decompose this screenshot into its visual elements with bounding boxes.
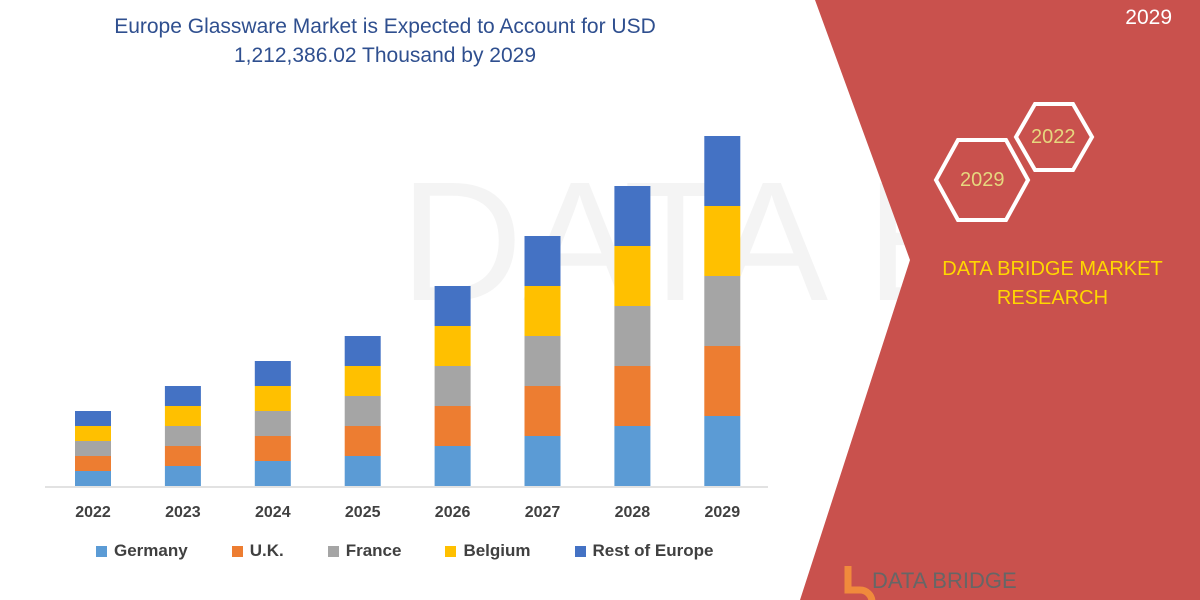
legend-item: Belgium (445, 541, 531, 561)
bar-rest-of-europe-2028 (614, 186, 651, 246)
bar-belgium-2028 (614, 246, 651, 306)
bar-belgium-2025 (344, 366, 381, 396)
legend-label: France (345, 541, 402, 560)
bar-rest-of-europe-2025 (344, 336, 381, 366)
x-tick-label: 2023 (165, 504, 201, 521)
legend-item: Rest of Europe (574, 541, 714, 561)
bar-belgium-2026 (434, 326, 471, 366)
bar-rest-of-europe-2022 (75, 411, 111, 426)
bar-u-k--2024 (254, 436, 291, 461)
bar-france-2028 (614, 306, 651, 366)
bar-germany-2025 (344, 456, 381, 486)
brand-line-1: DATA BRIDGE MARKET (942, 258, 1163, 280)
legend-swatch (574, 545, 586, 557)
logo-text: DATA BRIDGE (872, 568, 1017, 593)
bar-rest-of-europe-2023 (164, 386, 201, 406)
brand-text: DATA BRIDGE MARKET RESEARCH (925, 255, 1180, 313)
chart-title: Europe Glassware Market is Expected to A… (60, 12, 710, 70)
x-tick-label: 2029 (704, 504, 741, 521)
bar-germany-2029 (704, 416, 741, 486)
bar-u-k--2026 (434, 406, 471, 446)
x-tick-label: 2028 (614, 504, 651, 521)
x-tick-label: 2024 (255, 504, 291, 521)
legend-swatch (327, 545, 339, 557)
bar-rest-of-europe-2024 (254, 361, 291, 386)
bar-u-k--2023 (164, 446, 201, 466)
legend-label: Germany (114, 541, 188, 560)
brand-line-2: RESEARCH (996, 287, 1109, 309)
bar-germany-2022 (75, 471, 111, 486)
bars (75, 136, 741, 486)
bar-u-k--2027 (524, 386, 561, 436)
legend-label: Rest of Europe (592, 541, 714, 560)
bar-rest-of-europe-2027 (524, 236, 561, 286)
bar-france-2026 (434, 366, 471, 406)
hex-label-2029: 2029 (960, 169, 1005, 191)
bar-u-k--2025 (344, 426, 381, 456)
legend-swatch (96, 545, 107, 557)
bar-france-2023 (164, 426, 201, 446)
bar-belgium-2023 (164, 406, 201, 426)
legend-label: Belgium (463, 541, 531, 560)
legend-item: U.K. (231, 541, 284, 561)
bar-france-2025 (344, 396, 381, 426)
bar-france-2022 (75, 441, 111, 456)
hexagon-2022 (1013, 102, 1095, 172)
hex-label-2022: 2022 (1031, 126, 1076, 148)
x-tick-label: 2022 (75, 504, 111, 521)
bar-u-k--2029 (704, 346, 741, 416)
legend-item: Germany (96, 541, 188, 561)
title-line-1: Europe Glassware Market is Expected to A… (114, 15, 656, 38)
x-tick-label: 2025 (344, 504, 381, 521)
title-line-2: 1,212,386.02 Thousand by 2029 (233, 44, 537, 67)
bar-germany-2027 (524, 436, 561, 486)
bar-belgium-2024 (254, 386, 291, 411)
bar-belgium-2022 (75, 426, 111, 441)
legend-label: U.K. (249, 541, 284, 560)
bar-germany-2026 (434, 446, 471, 486)
legend: Germany U.K. France Belgium Rest of Europe (96, 541, 757, 561)
legend-item: France (327, 541, 402, 561)
bar-u-k--2022 (75, 456, 111, 471)
bar-germany-2024 (254, 461, 291, 486)
bar-germany-2028 (614, 426, 651, 486)
legend-swatch (231, 545, 243, 557)
bar-rest-of-europe-2026 (434, 286, 471, 326)
bar-france-2024 (254, 411, 291, 436)
red-panel (800, 0, 1200, 600)
bar-belgium-2027 (524, 286, 561, 336)
hexagon-2029 (933, 138, 1031, 222)
bar-rest-of-europe-2029 (704, 136, 741, 206)
bar-germany-2023 (164, 466, 201, 486)
x-tick-label: 2027 (524, 504, 561, 521)
x-tick-label: 2026 (434, 504, 471, 521)
bar-france-2029 (704, 276, 741, 346)
bar-u-k--2028 (614, 366, 651, 426)
legend-swatch (445, 545, 457, 557)
bar-france-2027 (524, 336, 561, 386)
bar-belgium-2029 (704, 206, 741, 276)
top-right-text: 2029 (1125, 6, 1172, 29)
